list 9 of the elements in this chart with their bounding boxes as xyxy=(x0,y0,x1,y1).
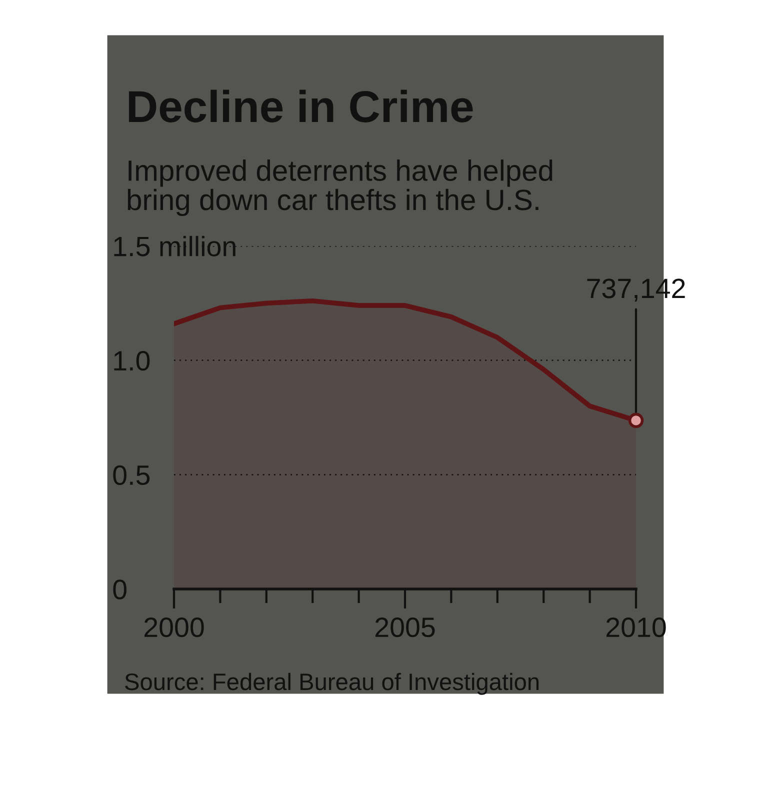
chart-subtitle: Improved deterrents have helped bring down car thefts in the U.S. xyxy=(128,160,552,216)
x-tick-label: 2000 xyxy=(144,618,204,638)
x-tick-label: 2005 xyxy=(376,618,435,638)
y-tick-label: 0.5 xyxy=(113,465,150,486)
chart-title: Decline in Crime xyxy=(128,90,473,122)
y-tick-label: 1.0 xyxy=(114,351,150,371)
y-tick-label: 1.5 million xyxy=(114,236,236,256)
source-note: Source: Federal Bureau of Investigation xyxy=(125,672,539,695)
y-tick-label: 0 xyxy=(113,580,126,600)
